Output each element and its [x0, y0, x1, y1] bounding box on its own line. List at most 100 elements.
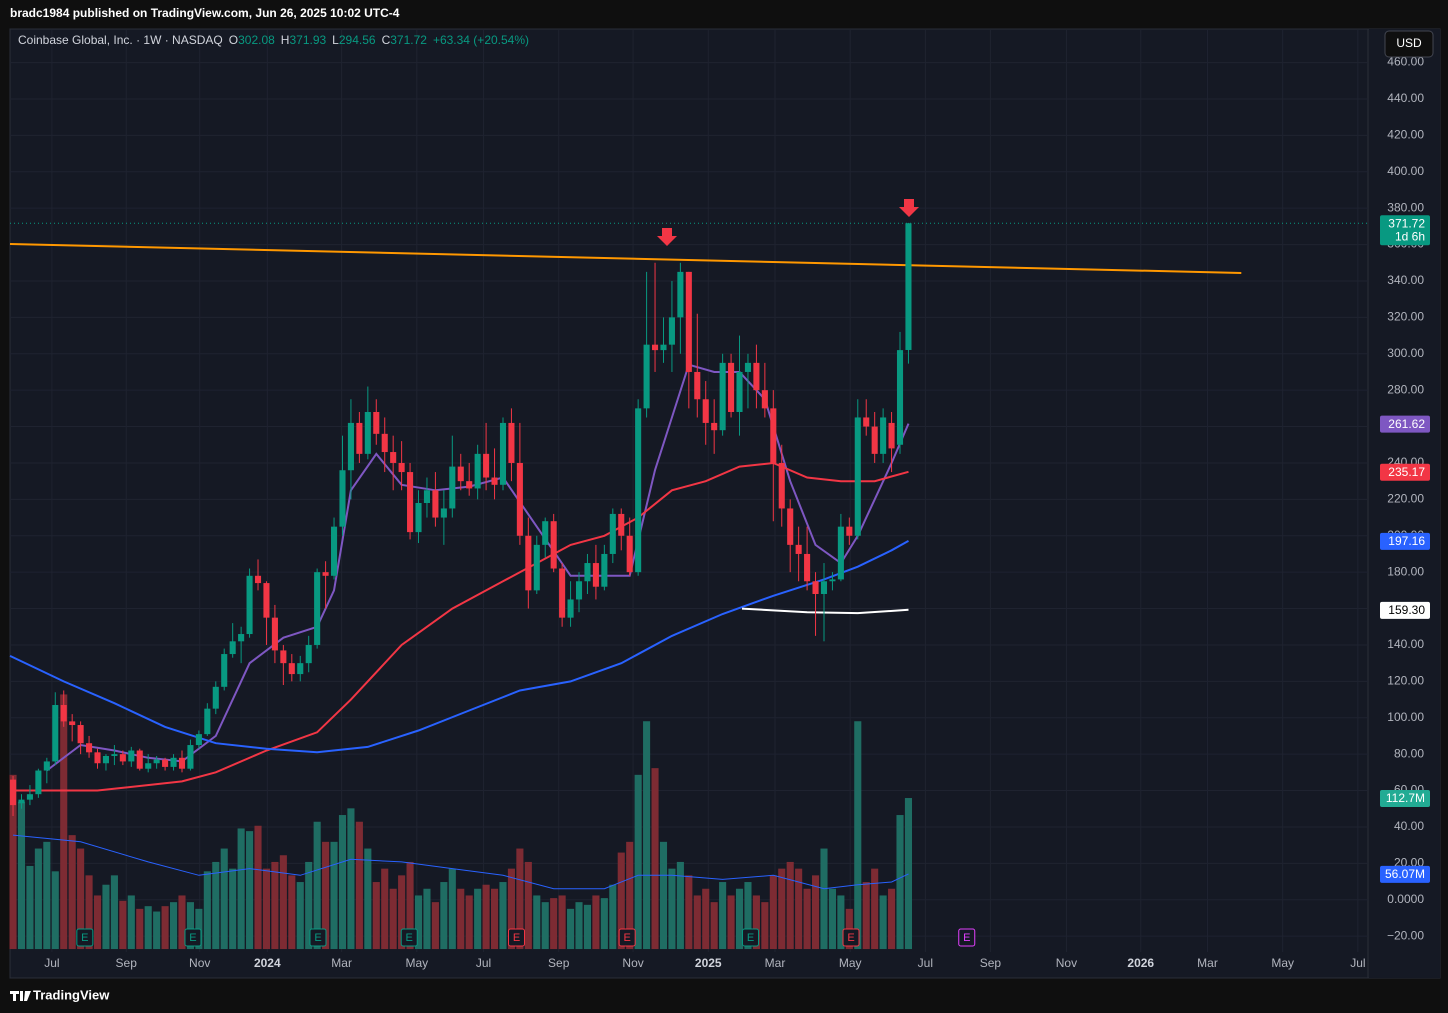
x-tick-label: May: [839, 956, 862, 970]
volume-bar: [313, 821, 321, 950]
price-tag-bg: [1380, 463, 1430, 481]
volume-bar: [364, 848, 372, 950]
legend-change: +63.34 (+20.54%): [433, 33, 529, 47]
x-tick-label: 2026: [1127, 956, 1154, 970]
volume-ma-tag-bg: [1380, 865, 1430, 883]
volume-bar: [862, 882, 870, 950]
candle-body: [331, 526, 338, 576]
x-tick-label: Jul: [1350, 956, 1365, 970]
volume-bar: [871, 868, 879, 950]
earnings-marker: [309, 928, 327, 947]
brand: TradingView: [33, 987, 110, 1002]
currency-button[interactable]: [1384, 30, 1434, 58]
volume-bar: [127, 895, 135, 950]
candle-body: [550, 521, 557, 569]
x-tick-label: Sep: [980, 956, 1002, 970]
y-tick-label: 440.00: [1387, 91, 1424, 105]
earnings-label: E: [747, 932, 754, 944]
candle-body: [643, 344, 650, 409]
volume-bar: [524, 861, 532, 950]
volume-bar: [448, 868, 456, 950]
candle-body: [271, 617, 278, 651]
volume-bar: [575, 902, 583, 950]
candle-body: [736, 371, 743, 413]
grid: [10, 30, 1368, 952]
candle-body: [871, 426, 878, 454]
volume-bar: [904, 798, 913, 950]
earnings-label: E: [847, 932, 854, 944]
volume-bar: [254, 825, 262, 950]
volume-bar: [567, 908, 575, 950]
brand-logo: [10, 991, 31, 1001]
candle-body: [584, 563, 591, 582]
candle-body: [542, 521, 549, 545]
y-tick-label: 120.00: [1387, 674, 1424, 688]
arrow-marker: [657, 228, 677, 246]
volume-bar: [237, 828, 245, 950]
volume-bar: [34, 848, 42, 950]
volume-bar: [102, 884, 110, 950]
candle-body: [229, 641, 236, 655]
earnings-label: E: [81, 932, 88, 944]
candle-body: [364, 412, 371, 454]
x-tick-label: Mar: [1197, 956, 1218, 970]
legend-label: L: [332, 33, 339, 47]
candle-body: [254, 575, 262, 584]
volume-bar: [431, 902, 439, 950]
volume-bar: [888, 888, 896, 950]
volume-bar: [609, 884, 617, 950]
x-tick-label: Mar: [331, 956, 352, 970]
candle-body: [415, 502, 422, 533]
price-tag: 261.62: [1388, 417, 1425, 431]
volume-bar: [634, 774, 642, 950]
volume-bar: [752, 895, 760, 950]
volume-bar: [110, 875, 118, 950]
candle-body: [136, 750, 143, 769]
volume-bar: [279, 855, 287, 950]
candle-body: [533, 544, 540, 591]
volume-bar: [17, 801, 26, 950]
volume-bar: [550, 898, 558, 950]
currency-label[interactable]: USD: [1396, 36, 1422, 50]
chart-pane: [9, 28, 1441, 979]
volume-bar: [533, 895, 541, 950]
y-tick-label: 420.00: [1387, 128, 1424, 142]
candle-body: [711, 422, 718, 431]
volume-bar: [153, 911, 161, 950]
candle-body: [525, 535, 532, 591]
earnings-marker: [958, 928, 976, 947]
x-tick-label: May: [405, 956, 428, 970]
candle-body: [305, 644, 312, 664]
volume-bar: [60, 694, 68, 950]
candle-body: [18, 799, 25, 804]
y-tick-label: 100.00: [1387, 710, 1424, 724]
earnings-marker: [842, 928, 860, 947]
volume-bar: [347, 808, 355, 950]
candle-body: [390, 452, 397, 463]
volume-bar: [9, 774, 17, 950]
price-tag-bg: [1380, 601, 1430, 619]
volume-bar: [119, 900, 127, 950]
candle-body: [474, 453, 481, 489]
candle-body: [204, 708, 211, 735]
candle-body: [288, 663, 295, 675]
candle-body: [322, 572, 329, 576]
volume-bar: [626, 841, 634, 950]
candle-body: [820, 581, 828, 594]
price-tag: 235.17: [1388, 465, 1425, 479]
volume-bar: [186, 902, 194, 950]
volume-bar: [440, 882, 448, 950]
volume-bar: [423, 888, 431, 950]
volume-bar: [685, 875, 693, 950]
x-tick-label: Sep: [548, 956, 570, 970]
volume-bar: [702, 888, 710, 950]
volume-bar: [220, 848, 228, 950]
candle-body: [905, 223, 912, 350]
volume-ma-line: [12, 834, 909, 890]
candle-body: [432, 490, 439, 518]
indicator-line: [46, 363, 910, 772]
symbol: Coinbase Global, Inc. · 1W · NASDAQ: [18, 33, 223, 47]
volume-bar: [482, 884, 490, 950]
volume-bar: [305, 861, 313, 950]
volume-bar: [761, 902, 769, 950]
